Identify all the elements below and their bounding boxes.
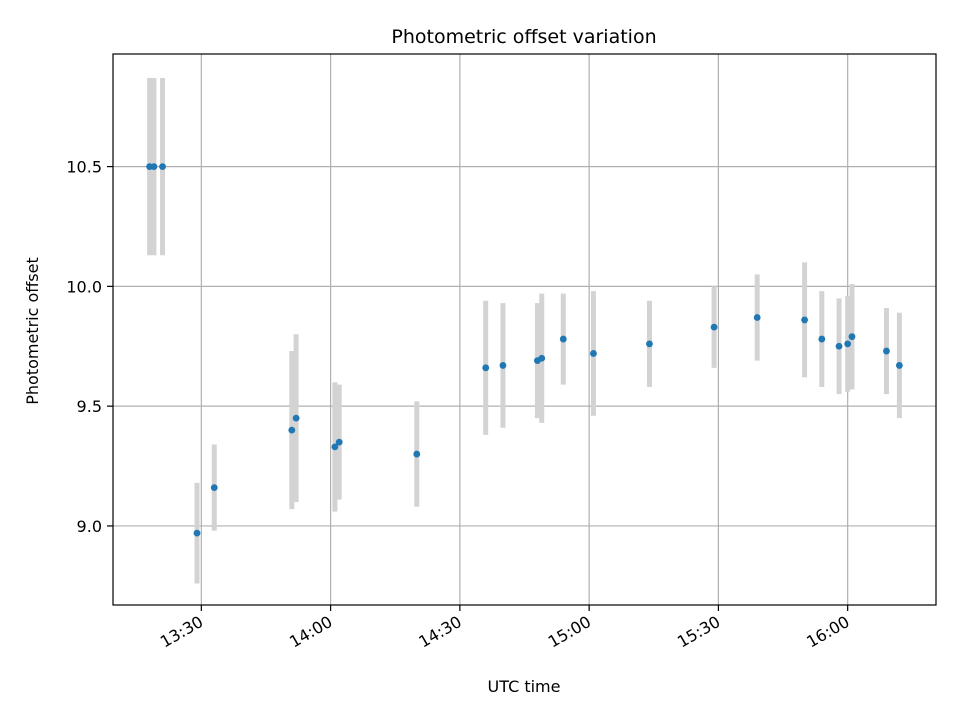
data-point [499, 362, 507, 369]
grid-layer [113, 54, 936, 605]
x-tick-label: 14:00 [286, 612, 335, 652]
data-point [844, 340, 852, 348]
x-tick-label: 15:00 [545, 612, 594, 652]
data-point [292, 414, 300, 422]
x-axis-label: UTC time [488, 677, 561, 696]
data-point [753, 314, 761, 321]
y-tick-label: 9.5 [77, 397, 102, 416]
data-point [538, 354, 546, 362]
errorbar-layer [147, 77, 902, 584]
data-point [150, 163, 158, 170]
data-point [590, 350, 597, 357]
x-tick-label: 16:00 [803, 612, 852, 652]
data-point [801, 316, 808, 324]
data-point [835, 342, 843, 350]
plot-frame [112, 53, 937, 606]
chart-title: Photometric offset variation [391, 26, 656, 48]
data-point [193, 529, 201, 537]
data-point [895, 362, 903, 369]
data-point-layer [146, 163, 903, 537]
y-tick-label: 10.5 [66, 158, 102, 177]
data-point [159, 163, 166, 170]
data-point [559, 335, 567, 343]
data-point [883, 347, 890, 355]
data-point [646, 340, 653, 348]
data-point [413, 450, 421, 458]
y-axis-label: Photometric offset [23, 257, 42, 405]
data-point [848, 333, 856, 341]
x-tick-label: 15:30 [674, 612, 723, 652]
data-point [210, 484, 218, 492]
data-point [482, 364, 490, 372]
x-tick-label: 13:30 [157, 612, 206, 652]
y-tick-label: 10.0 [66, 277, 102, 296]
data-point [335, 438, 343, 446]
data-point [331, 443, 339, 451]
y-tick-label: 9.0 [77, 517, 102, 536]
data-point [710, 323, 718, 331]
data-point [288, 426, 296, 434]
x-tick-label: 14:30 [415, 612, 464, 652]
data-point [818, 335, 826, 343]
